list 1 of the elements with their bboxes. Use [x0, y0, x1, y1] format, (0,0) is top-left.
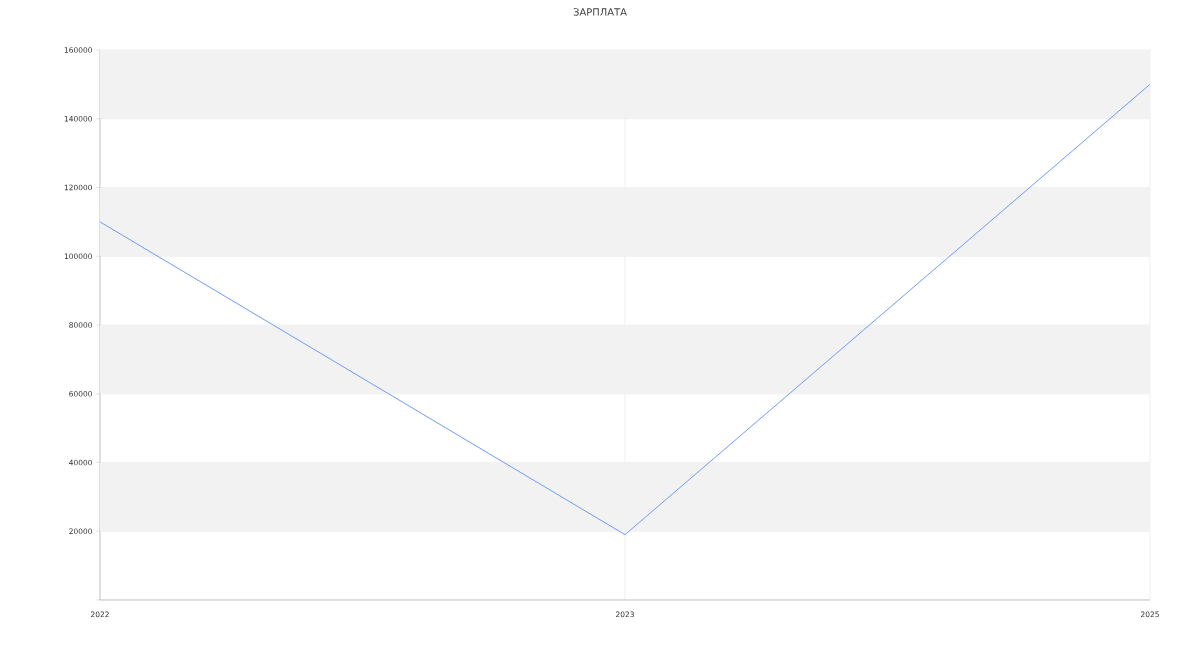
chart-title: ЗАРПЛАТА: [573, 8, 627, 16]
